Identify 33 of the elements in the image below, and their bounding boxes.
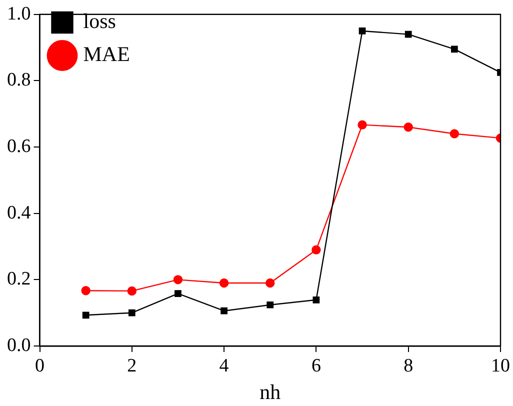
- point: [174, 290, 182, 298]
- point: [81, 286, 90, 296]
- x-tick-label: 8: [404, 355, 414, 376]
- point: [128, 309, 136, 316]
- y-tick-label: 0.8: [7, 70, 31, 91]
- point: [404, 30, 412, 38]
- point: [173, 275, 183, 284]
- y-tick-label: 0.2: [7, 268, 31, 290]
- y-tick-label: 0.4: [7, 202, 32, 224]
- point: [127, 286, 136, 296]
- point: [266, 301, 274, 308]
- point: [358, 120, 367, 130]
- point: [219, 278, 229, 288]
- y-tick-label: 0.0: [7, 334, 31, 356]
- x-tick-label: 6: [311, 355, 321, 376]
- point: [220, 307, 228, 314]
- x-tick-label: 4: [219, 355, 230, 376]
- x-axis-title: nh: [260, 380, 282, 404]
- point: [266, 278, 275, 288]
- x-tick-label: 10: [491, 355, 510, 376]
- point: [312, 296, 320, 304]
- y-tick-label: 1.0: [7, 3, 31, 24]
- point: [450, 46, 458, 53]
- point: [312, 245, 321, 254]
- point: [404, 122, 413, 132]
- point: [450, 129, 460, 138]
- point: [358, 28, 366, 34]
- point: [82, 312, 90, 319]
- x-tick-label: 0: [35, 355, 44, 376]
- y-tick-label: 0.6: [7, 136, 31, 158]
- legend-label: loss: [83, 9, 116, 34]
- x-tick-label: 2: [127, 355, 137, 376]
- legend-label: MAE: [83, 42, 130, 66]
